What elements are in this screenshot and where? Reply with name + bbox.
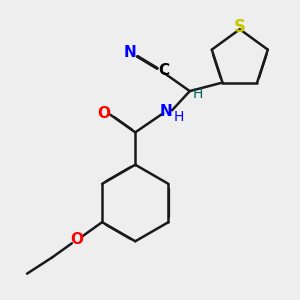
Text: N: N: [160, 104, 172, 119]
Text: N: N: [124, 45, 136, 60]
Text: S: S: [234, 18, 246, 36]
Text: H: H: [193, 87, 203, 101]
Text: H: H: [173, 110, 184, 124]
Text: O: O: [70, 232, 84, 247]
Text: C: C: [158, 63, 169, 78]
Text: O: O: [97, 106, 110, 121]
